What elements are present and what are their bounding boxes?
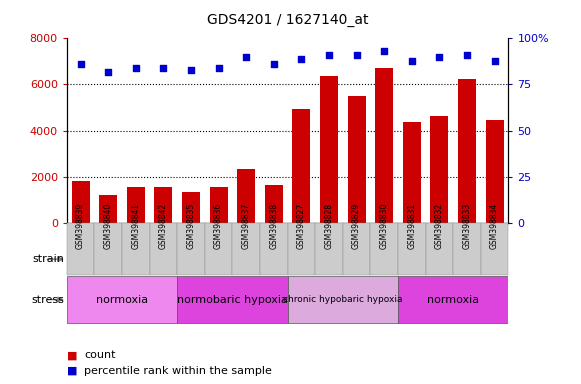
Bar xyxy=(210,187,228,223)
Text: ■: ■ xyxy=(67,366,77,376)
Bar xyxy=(99,195,117,223)
Point xyxy=(490,58,499,64)
Text: GSM398829: GSM398829 xyxy=(352,202,361,249)
Bar xyxy=(431,116,449,223)
Text: GSM398827: GSM398827 xyxy=(297,202,306,249)
Bar xyxy=(237,169,255,223)
Point xyxy=(214,65,223,71)
Text: GSM398833: GSM398833 xyxy=(462,202,471,249)
Bar xyxy=(375,68,393,223)
Text: GSM398836: GSM398836 xyxy=(214,202,223,249)
Point xyxy=(407,58,417,64)
Point xyxy=(297,56,306,62)
Text: normoxia: normoxia xyxy=(96,295,148,305)
Bar xyxy=(458,79,476,223)
Text: count: count xyxy=(84,350,116,360)
Bar xyxy=(288,276,398,323)
Text: GSM398837: GSM398837 xyxy=(242,202,250,249)
Text: GSM398831: GSM398831 xyxy=(407,202,416,249)
Text: chronic hypobaric hypoxia: chronic hypobaric hypoxia xyxy=(283,295,403,304)
Bar xyxy=(398,276,508,323)
Text: GSM398830: GSM398830 xyxy=(380,202,389,249)
Text: GSM398834: GSM398834 xyxy=(490,202,499,249)
Text: GSM398838: GSM398838 xyxy=(270,202,278,249)
Point xyxy=(269,61,278,67)
Bar xyxy=(288,245,508,274)
Text: ■: ■ xyxy=(67,350,77,360)
Bar xyxy=(67,245,288,274)
Bar xyxy=(177,276,288,323)
Text: normobaric hypoxia: normobaric hypoxia xyxy=(177,295,288,305)
Text: GSM398842: GSM398842 xyxy=(159,202,168,249)
Text: GDS4201 / 1627140_at: GDS4201 / 1627140_at xyxy=(207,13,368,27)
Text: GSM398835: GSM398835 xyxy=(187,202,195,249)
Point xyxy=(435,54,444,60)
Text: GSM398832: GSM398832 xyxy=(435,202,444,249)
Text: stress: stress xyxy=(31,295,64,305)
Point xyxy=(462,52,472,58)
Bar xyxy=(155,187,173,223)
Point xyxy=(159,65,168,71)
Text: GSM398841: GSM398841 xyxy=(131,202,140,249)
Point xyxy=(352,52,361,58)
Bar xyxy=(292,109,310,223)
Bar xyxy=(265,185,283,223)
Bar xyxy=(127,187,145,223)
Point xyxy=(324,52,333,58)
Point xyxy=(379,48,389,55)
Text: GSM398840: GSM398840 xyxy=(104,202,113,249)
Text: GSM398828: GSM398828 xyxy=(325,203,333,249)
Text: dmDys: dmDys xyxy=(379,254,417,264)
Bar xyxy=(182,192,200,223)
Point xyxy=(131,65,141,71)
Text: strain: strain xyxy=(32,254,64,264)
Bar xyxy=(403,122,421,223)
Point xyxy=(103,68,113,74)
Bar xyxy=(320,76,338,223)
Text: normoxia: normoxia xyxy=(427,295,479,305)
Bar xyxy=(347,96,365,223)
Text: percentile rank within the sample: percentile rank within the sample xyxy=(84,366,272,376)
Bar xyxy=(71,181,89,223)
Bar xyxy=(486,120,504,223)
Point xyxy=(242,54,251,60)
Bar xyxy=(67,276,177,323)
Point xyxy=(76,61,85,67)
Text: GSM398839: GSM398839 xyxy=(76,202,85,249)
Point xyxy=(187,67,196,73)
Text: wild type: wild type xyxy=(152,254,203,264)
